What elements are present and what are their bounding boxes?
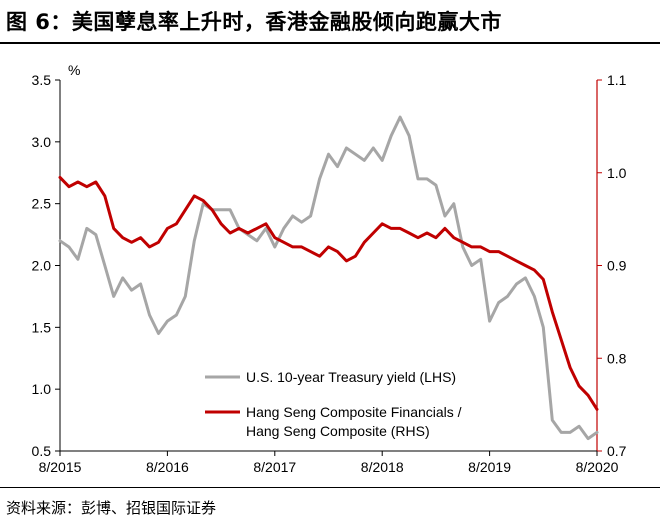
x-tick-label: 8/2020	[576, 459, 619, 475]
left-tick-label: 1.0	[32, 381, 52, 397]
x-tick-label: 8/2017	[253, 459, 296, 475]
treasury-yield-line	[58, 115, 599, 441]
source-divider	[0, 487, 660, 488]
x-tick-label: 8/2019	[468, 459, 511, 475]
left-tick-label: 0.5	[32, 443, 52, 459]
title-divider	[0, 42, 660, 44]
right-tick-label: 1.1	[607, 72, 627, 88]
x-tick-label: 8/2015	[39, 459, 82, 475]
legend-label-treasury-yield: U.S. 10-year Treasury yield (LHS)	[246, 369, 456, 385]
left-tick-label: 2.0	[32, 258, 52, 274]
source-note: 资料来源：彭博、招银国际证券	[6, 499, 217, 517]
line-chart: 0.5 1.0 1.5 2.0 2.5 3.0 3.5% 0.7 0.8 0.9 1.0 1.1 8/2…	[32, 62, 627, 475]
x-tick-label: 8/2016	[146, 459, 189, 475]
right-tick-label: 0.8	[607, 350, 627, 366]
left-tick-label: 3.0	[32, 134, 52, 150]
right-tick-label: 0.9	[607, 258, 627, 274]
left-tick-label: 2.5	[32, 196, 52, 212]
left-tick-label: 3.5	[32, 72, 52, 88]
left-tick-label: 1.5	[32, 319, 52, 335]
right-tick-label: 1.0	[607, 165, 627, 181]
chart-axes: 0.5 1.0 1.5 2.0 2.5 3.0 3.5% 0.7 0.8 0.9 1.0 1.1 8/2…	[32, 62, 627, 475]
chart-legend: U.S. 10-year Treasury yield (LHS) Hang Se…	[205, 369, 462, 439]
legend-label-financials-ratio: Hang Seng Composite Financials / Hang Sen…	[246, 404, 462, 439]
right-tick-label: 0.7	[607, 443, 627, 459]
x-tick-label: 8/2018	[361, 459, 404, 475]
chart-series	[58, 115, 599, 441]
chart-title: 图 6：美国孽息率上升时，香港金融股倾向跑赢大市	[6, 10, 502, 34]
financials-ratio-line	[58, 175, 599, 411]
left-axis-unit: %	[68, 62, 80, 78]
